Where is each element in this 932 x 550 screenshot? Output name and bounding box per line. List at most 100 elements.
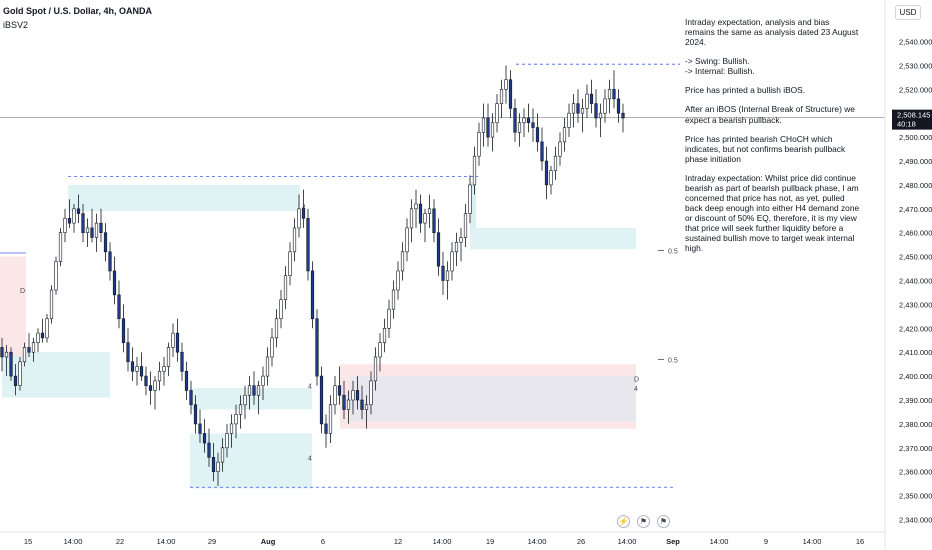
y-tick-label: 2,340.000	[899, 516, 932, 525]
candle	[256, 380, 261, 415]
y-tick-label: 2,420.000	[899, 324, 932, 333]
candle-body	[144, 375, 148, 386]
candle-body	[171, 332, 175, 348]
candle	[612, 70, 616, 109]
annotation-label: 0.5	[668, 249, 678, 256]
x-tick-label: Aug	[261, 537, 276, 546]
y-tick-label: 2,460.000	[899, 229, 932, 238]
candle-body	[508, 79, 513, 109]
candle	[522, 108, 526, 138]
candle-body	[148, 385, 153, 391]
candle	[540, 127, 544, 171]
candle	[9, 347, 13, 381]
candle	[162, 356, 166, 386]
analysis-text: Intraday expectation, analysis and bias …	[685, 17, 860, 262]
candle-body	[373, 356, 378, 382]
candle	[504, 65, 508, 104]
x-tick-label: 14:00	[64, 537, 83, 546]
candle-body	[162, 366, 166, 372]
demand-zone	[68, 184, 300, 212]
candle	[99, 208, 103, 243]
candle-body	[504, 79, 508, 90]
x-tick-label: 12	[394, 537, 402, 546]
candle-body	[274, 318, 279, 339]
candle-body	[495, 103, 499, 124]
candle-body	[441, 265, 445, 281]
candle-body	[261, 375, 265, 386]
candle	[544, 146, 549, 200]
candle	[126, 328, 130, 372]
candle	[603, 89, 607, 123]
candle	[193, 395, 198, 434]
candle	[517, 113, 522, 147]
candle	[486, 103, 490, 147]
candle-body	[522, 117, 526, 124]
candle	[0, 337, 4, 372]
candle-body	[589, 93, 594, 104]
time-axis[interactable]: 15 14:00 22 14:00 29 Aug 6 12 14:00 19 14:00 26 14:0…	[0, 531, 885, 546]
candle-body	[621, 112, 625, 119]
x-tick-label: 14:00	[710, 537, 729, 546]
price-axis[interactable]: 2,340.000 2,350.000 2,360.000 2,370.000 2,38…	[884, 0, 932, 550]
candle-body	[193, 404, 198, 425]
demand-zone	[470, 227, 636, 250]
price-tag-countdown: 40:18	[897, 120, 916, 129]
flag-icon[interactable]: ⚑	[657, 515, 670, 528]
candle	[396, 261, 400, 300]
candle	[441, 251, 445, 295]
candle-body	[45, 318, 49, 339]
candle	[346, 390, 351, 424]
candle-body	[238, 404, 243, 415]
candle-body	[337, 385, 342, 396]
candle-body	[445, 270, 450, 281]
candle-body	[40, 332, 45, 339]
candle	[351, 380, 355, 415]
candle-body	[216, 461, 220, 473]
candle	[558, 132, 562, 166]
y-tick-label: 2,530.000	[899, 61, 932, 70]
x-tick-label: 22	[116, 537, 124, 546]
levels-layer	[0, 63, 885, 488]
analysis-paragraph: After an iBOS (Internal Break of Structu…	[685, 104, 855, 125]
candle-body	[180, 351, 184, 372]
x-tick-label: 29	[208, 537, 216, 546]
candle-body	[378, 342, 382, 358]
candle-body	[346, 399, 351, 410]
candle	[495, 94, 499, 133]
candle-body	[463, 213, 468, 238]
candle-body	[450, 251, 454, 272]
overlap-zone	[350, 376, 636, 422]
candle	[607, 79, 612, 114]
candle-body	[324, 423, 328, 434]
candle	[207, 428, 211, 467]
candle	[567, 103, 571, 138]
candle-body	[0, 347, 4, 358]
candle	[117, 280, 121, 329]
candle-body	[211, 457, 216, 472]
candle-body	[418, 203, 423, 224]
candle	[382, 318, 387, 353]
flag-icon[interactable]: ⚑	[637, 515, 650, 528]
candle	[445, 261, 450, 300]
flash-icon[interactable]: ⚡	[617, 515, 630, 528]
indicator-label[interactable]: iBSV2	[3, 20, 29, 30]
currency-selector[interactable]: USD	[895, 5, 921, 20]
candle	[585, 84, 589, 118]
candle	[391, 280, 396, 319]
candle-body	[598, 112, 603, 119]
candle	[306, 208, 310, 281]
candle	[621, 103, 625, 133]
candle	[166, 342, 171, 377]
candle	[589, 79, 594, 114]
candle-body	[405, 227, 409, 253]
candle-body	[135, 366, 139, 372]
annotations-layer: 0.5 0.5 4 4 4 D D 4	[20, 204, 678, 462]
candle	[103, 223, 108, 262]
candle	[598, 103, 603, 138]
candle-body	[562, 127, 567, 143]
candle	[135, 356, 139, 386]
candle	[184, 361, 189, 400]
candle	[423, 208, 427, 243]
candle	[490, 113, 495, 152]
